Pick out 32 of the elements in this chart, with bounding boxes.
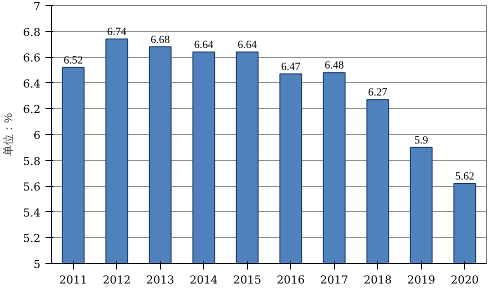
data-label: 6.47 [281, 60, 301, 73]
y-axis-title: 单位：% [2, 112, 16, 156]
x-tick-label: 2015 [233, 274, 262, 286]
x-tick-label: 2016 [276, 274, 305, 286]
y-tick-label: 5.4 [23, 206, 41, 220]
y-tick-label: 6.4 [23, 77, 41, 90]
x-tick-label: 2020 [450, 274, 479, 286]
y-tick-label: 6.6 [23, 52, 41, 65]
data-label: 5.9 [414, 134, 429, 146]
x-tick-label: 2011 [59, 274, 88, 286]
x-tick-label: 2017 [320, 274, 348, 286]
data-label: 6.74 [107, 26, 127, 38]
y-tick-label: 6.2 [23, 103, 41, 116]
y-tick-label: 5.8 [23, 154, 41, 168]
data-label: 6.52 [64, 54, 83, 66]
data-label: 5.62 [455, 170, 474, 183]
data-label: 6.64 [194, 38, 214, 51]
data-label: 6.68 [150, 34, 170, 46]
x-tick-label: 2019 [407, 274, 436, 286]
y-tick-label: 7 [34, 0, 40, 13]
x-tick-label: 2012 [102, 274, 131, 286]
y-tick-label: 6 [34, 129, 40, 142]
y-tick-label: 5.6 [23, 180, 41, 194]
x-tick-label: 2018 [364, 274, 392, 286]
data-label: 6.27 [368, 86, 388, 99]
y-tick-label: 6.8 [23, 26, 41, 39]
data-label: 6.48 [324, 60, 344, 72]
y-tick-label: 5 [34, 258, 40, 271]
data-label: 6.64 [238, 38, 258, 51]
x-tick-label: 2013 [146, 274, 174, 286]
y-tick-label: 5.2 [23, 232, 41, 246]
x-tick-label: 2014 [190, 274, 218, 286]
